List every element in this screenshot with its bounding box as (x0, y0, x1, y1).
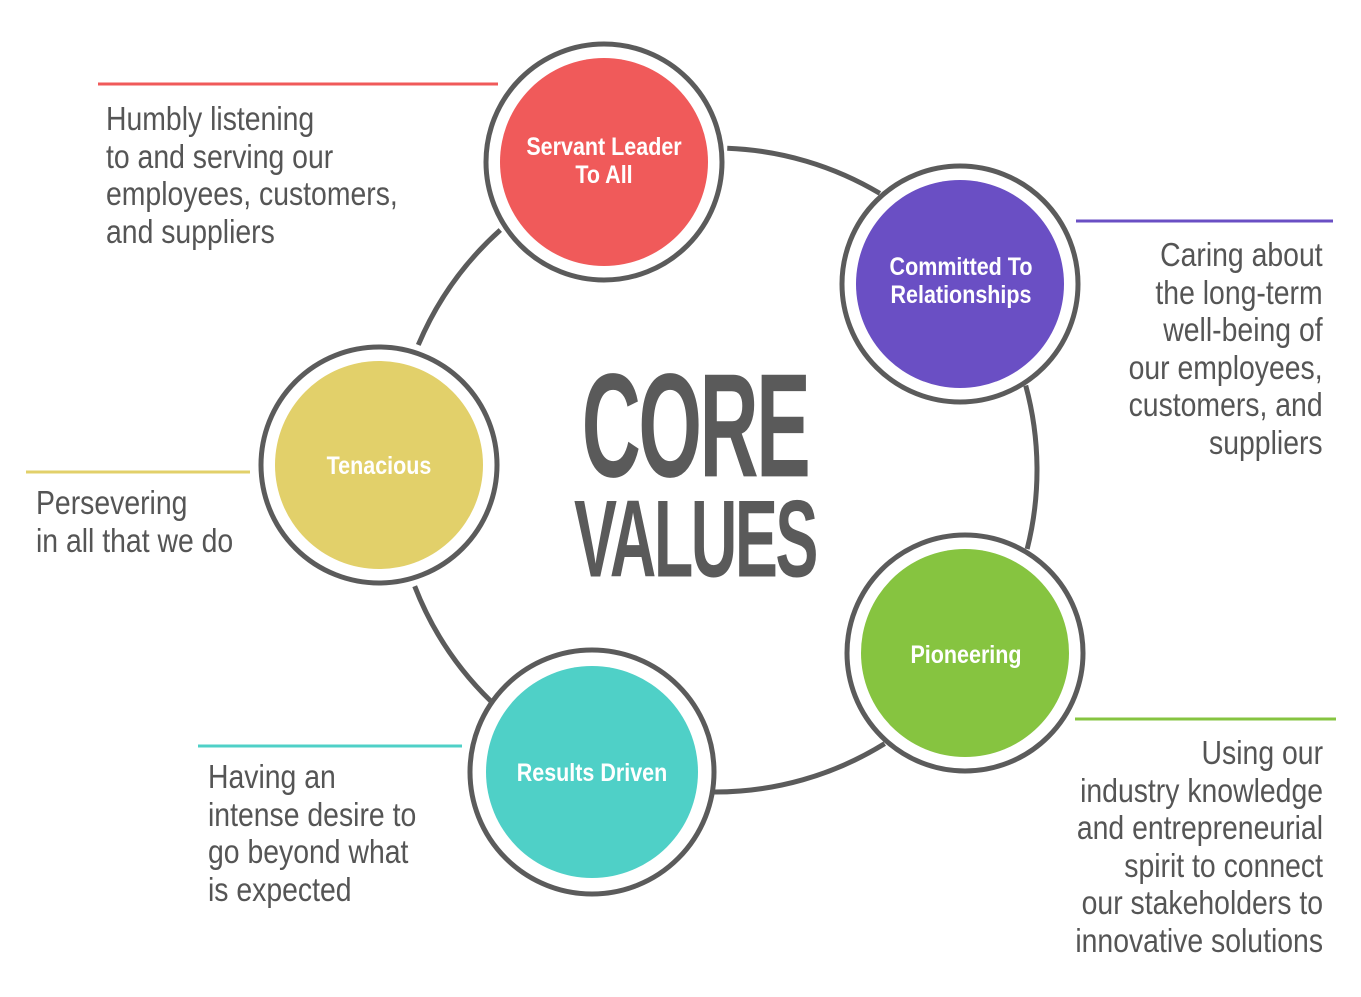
description-tenacious: Persevering in all that we do (36, 484, 234, 559)
description-pioneering: Using our industry knowledge and entrepr… (1075, 734, 1323, 959)
ring-arc-results-to-tenacious (412, 585, 493, 703)
ring-arc-committed-to-pioneering (1023, 384, 1040, 550)
ring-arcs (412, 145, 1040, 795)
value-label-results: Results Driven (516, 759, 668, 787)
value-label-committed: Committed To Relationships (889, 253, 1033, 309)
value-circle-fill-pioneering (861, 549, 1069, 757)
description-committed: Caring about the long-term well-being of… (1128, 236, 1323, 461)
value-circle-fill-results (486, 666, 698, 878)
ring-arc-tenacious-to-servant (415, 228, 502, 346)
value-circle-fill-tenacious (275, 361, 483, 569)
ring-arc-pioneering-to-results (714, 741, 886, 795)
value-circle-fill-committed (856, 180, 1064, 388)
description-results: Having an intense desire to go beyond wh… (208, 758, 417, 908)
description-servant: Humbly listening to and serving our empl… (106, 100, 398, 250)
accent-lines (26, 82, 1336, 748)
title-values: VALUES (574, 479, 818, 601)
ring-arc-servant-to-committed (727, 145, 882, 196)
value-label-tenacious: Tenacious (326, 452, 432, 480)
title-core: CORE (581, 343, 811, 508)
value-circle-fill-servant (500, 58, 708, 266)
value-label-pioneering: Pioneering (910, 641, 1022, 669)
value-label-servant: Servant Leader To All (526, 133, 682, 189)
value-circles (258, 41, 1086, 897)
